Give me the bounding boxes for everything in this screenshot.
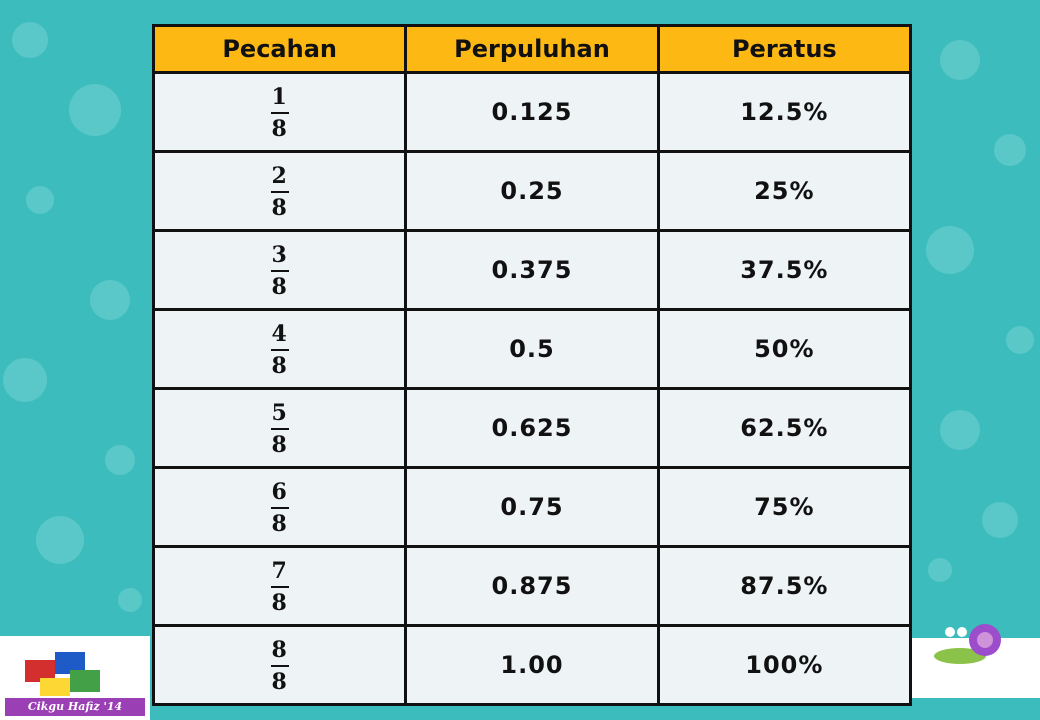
table-row: 2 8 0.25 25% <box>151 150 913 232</box>
decimal-cell: 0.125 <box>404 71 660 153</box>
header-row: Pecahan Perpuluhan Peratus <box>151 24 913 74</box>
percent-cell: 37.5% <box>656 229 913 311</box>
denominator: 8 <box>271 511 288 537</box>
fraction-bar <box>270 270 289 272</box>
table-row: 7 8 0.875 87.5% <box>151 545 913 627</box>
header-cell: Peratus <box>656 24 913 74</box>
denominator: 8 <box>271 432 288 458</box>
denominator: 8 <box>271 195 288 221</box>
numerator: 2 <box>271 163 288 189</box>
denominator: 8 <box>271 274 288 300</box>
puzzle-logo <box>25 652 100 696</box>
header-cell: Perpuluhan <box>404 24 660 74</box>
fraction-bar <box>270 191 289 193</box>
numerator: 8 <box>271 637 288 663</box>
percent-cell: 25% <box>656 150 913 232</box>
watermark: Cikgu Hafiz '14 <box>4 697 146 717</box>
denominator: 8 <box>271 116 288 142</box>
numerator: 3 <box>271 242 288 268</box>
numerator: 1 <box>271 84 288 110</box>
decimal-cell: 0.625 <box>404 387 660 469</box>
denominator: 8 <box>271 590 288 616</box>
fraction-bar <box>270 665 289 667</box>
table-row: 1 8 0.125 12.5% <box>151 71 913 153</box>
fraction-bar <box>270 586 289 588</box>
fraction-bar <box>270 428 289 430</box>
decimal-cell: 0.375 <box>404 229 660 311</box>
table-body: 1 8 0.125 12.5% 2 8 0.25 25% 3 8 0.375 37.5% 4 8 0.5 50… <box>151 71 913 706</box>
decimal-cell: 0.25 <box>404 150 660 232</box>
numerator: 6 <box>271 479 288 505</box>
percent-cell: 12.5% <box>656 71 913 153</box>
denominator: 8 <box>271 669 288 695</box>
table-row: 5 8 0.625 62.5% <box>151 387 913 469</box>
fraction-bar <box>270 112 289 114</box>
table-row: 3 8 0.375 37.5% <box>151 229 913 311</box>
header-cell: Pecahan <box>151 24 408 74</box>
decimal-cell: 0.875 <box>404 545 660 627</box>
denominator: 8 <box>271 353 288 379</box>
fraction-bar <box>270 349 289 351</box>
percent-cell: 100% <box>656 624 913 706</box>
numerator: 4 <box>271 321 288 347</box>
table: Pecahan Perpuluhan Peratus 1 8 0.125 12.5% 2 8 0… <box>151 24 913 706</box>
numerator: 5 <box>271 400 288 426</box>
percent-cell: 50% <box>656 308 913 390</box>
decimal-cell: 0.5 <box>404 308 660 390</box>
percent-cell: 87.5% <box>656 545 913 627</box>
fraction-bar <box>270 507 289 509</box>
decimal-cell: 1.00 <box>404 624 660 706</box>
decimal-cell: 0.75 <box>404 466 660 548</box>
percent-cell: 75% <box>656 466 913 548</box>
table-row: 4 8 0.5 50% <box>151 308 913 390</box>
percent-cell: 62.5% <box>656 387 913 469</box>
table-row: 6 8 0.75 75% <box>151 466 913 548</box>
numerator: 7 <box>271 558 288 584</box>
table-row: 8 8 1.00 100% <box>151 624 913 706</box>
snail <box>934 624 1001 664</box>
